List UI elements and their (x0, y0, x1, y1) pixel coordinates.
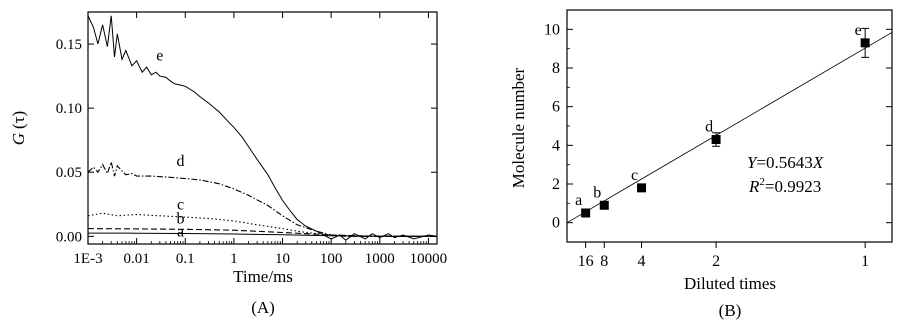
data-point-c (637, 183, 647, 193)
point-label-c: c (631, 167, 638, 184)
panel-a-plot-frame (87, 11, 438, 245)
panel-a-y-label-main: G (9, 133, 28, 145)
panel-b-plot-frame (566, 9, 893, 243)
panel-a-x-tick-label: 100 (320, 251, 343, 267)
panel-a-x-tick-label: 10000 (410, 251, 448, 267)
panel-b-y-tick-label: 8 (552, 60, 560, 77)
r-value: =0.9923 (765, 177, 821, 196)
eq-var-x: X (812, 153, 824, 172)
panel-a-y-tick-label: 0.15 (56, 37, 82, 53)
series-label-b: b (177, 210, 185, 227)
data-point-d (711, 135, 721, 145)
fit-line (566, 32, 893, 224)
panel-b-x-tick-label: 16 (578, 253, 594, 270)
series-label-c: c (177, 196, 184, 213)
panel-b-y-axis-label: Molecule number (509, 67, 528, 188)
panel-b-y-tick-label: 2 (552, 176, 560, 193)
panel-a-y-tick-label: 0.10 (56, 101, 82, 117)
panel-a-series-labels: e d cba (156, 48, 184, 241)
series-label-a: a (177, 223, 184, 240)
series-line-e (87, 15, 438, 241)
panel-a-x-tick-label: 0.1 (176, 251, 195, 267)
panel-b-x-tick-label: 1 (861, 253, 869, 270)
panel-b-r-squared: R2=0.9923 (748, 176, 821, 196)
panel-a-x-tick-label: 0.01 (124, 251, 150, 267)
panel-a-y-tick-label: 0.00 (56, 229, 82, 245)
panel-b-caption: (B) (719, 301, 742, 320)
point-label-b: b (593, 184, 601, 201)
panel-b-x-axis-label: Diluted times (684, 274, 776, 293)
panel-a-x-tick-label: 1E-3 (73, 251, 102, 267)
point-label-d: d (705, 119, 713, 136)
data-point-a (581, 208, 591, 218)
series-label-d: d (177, 153, 185, 170)
eq-rest: =0.5643 (756, 153, 812, 172)
r-sup: 2 (759, 176, 765, 188)
series-label-e: e (156, 48, 163, 65)
panel-a-y-tick-label: 0.05 (56, 165, 82, 181)
point-label-a: a (575, 192, 582, 209)
panel-b-equation: Y=0.5643X (747, 153, 824, 172)
panel-b-y-tick-label: 0 (552, 215, 560, 232)
point-label-e: e (855, 22, 862, 39)
panel-a-caption: (A) (251, 298, 275, 317)
panel-a-x-tick-label: 10 (275, 251, 290, 267)
panel-b-x-tick-label: 2 (712, 253, 720, 270)
data-point-b (599, 200, 609, 210)
panel-a-x-axis-label: Time/ms (233, 267, 293, 286)
panel-b-fit (566, 32, 893, 224)
panel-b-y-tick-label: 10 (544, 21, 560, 38)
panel-b-y-tick-label: 6 (552, 99, 560, 116)
panel-a-series (87, 15, 438, 241)
panel-b-points: a b c d e (575, 22, 870, 218)
panel-a-x-tick-label: 1000 (365, 251, 395, 267)
series-line-d (87, 159, 437, 237)
series-line-a (87, 232, 437, 237)
data-point-e (860, 38, 870, 48)
panel-b-x-tick-label: 4 (638, 253, 646, 270)
panel-a-chart: 1E-3 0.01 0.1 1 10 100 1000 10000 0.00 0.05 0.10 0.… (9, 11, 447, 317)
eq-var-y: Y (747, 153, 758, 172)
panel-a-y-label-arg: (τ) (9, 111, 28, 129)
panel-a-x-tick-label: 1 (230, 251, 238, 267)
panel-b-x-tick-label: 8 (600, 253, 608, 270)
panel-a-ticks: 1E-3 0.01 0.1 1 10 100 1000 10000 0.00 0.05 0.10 0.… (56, 12, 447, 267)
panel-a-y-axis-label: G (τ) (9, 111, 28, 145)
panel-b-y-tick-label: 4 (552, 137, 560, 154)
r-symbol: R (748, 177, 760, 196)
